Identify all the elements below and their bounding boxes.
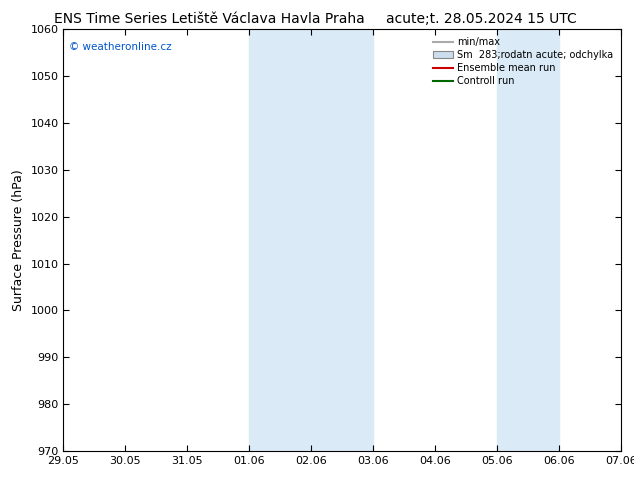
Text: ENS Time Series Letiště Václava Havla Praha: ENS Time Series Letiště Václava Havla Pr… bbox=[54, 12, 365, 26]
Bar bbox=[497, 29, 559, 451]
Text: acute;t. 28.05.2024 15 UTC: acute;t. 28.05.2024 15 UTC bbox=[387, 12, 577, 26]
Bar bbox=[249, 29, 311, 451]
Text: © weatheronline.cz: © weatheronline.cz bbox=[69, 42, 172, 52]
Legend: min/max, Sm  283;rodatn acute; odchylka, Ensemble mean run, Controll run: min/max, Sm 283;rodatn acute; odchylka, … bbox=[430, 34, 616, 89]
Bar bbox=[311, 29, 373, 451]
Y-axis label: Surface Pressure (hPa): Surface Pressure (hPa) bbox=[12, 169, 25, 311]
